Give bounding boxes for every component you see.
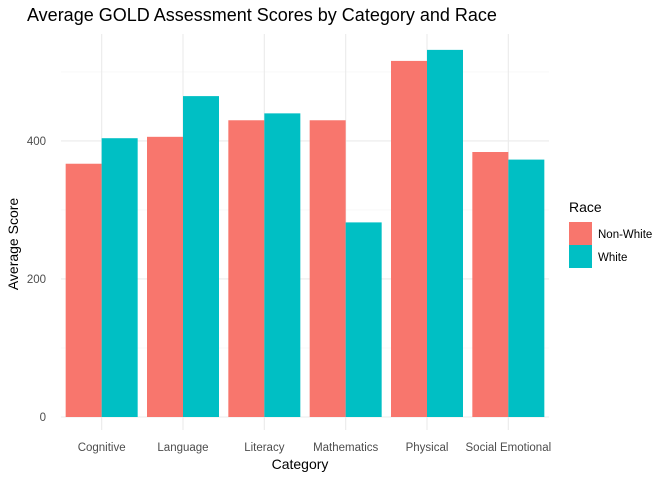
bar-white-social-emotional [508, 159, 545, 418]
x-tick-label: Language [157, 442, 208, 454]
x-tick-label: Cognitive [78, 442, 126, 454]
bar-non-white-social-emotional [472, 152, 509, 417]
legend-swatch-white [569, 245, 592, 268]
bar-non-white-literacy [228, 120, 265, 417]
x-axis-title: Category [272, 456, 329, 472]
y-tick-label: 0 [40, 412, 46, 424]
legend-swatch-non-white [569, 222, 592, 245]
y-axis-title: Average Score [5, 198, 21, 291]
bar-non-white-physical [391, 60, 427, 417]
chart-title: Average GOLD Assessment Scores by Catego… [27, 5, 497, 25]
bar-white-mathematics [345, 222, 382, 417]
bar-white-cognitive [101, 138, 138, 417]
y-tick-label: 200 [27, 274, 46, 286]
x-axis-ticks: Cognitive Language Literacy Mathematics Phys… [78, 442, 551, 454]
legend-label-non-white: Non-White [598, 229, 652, 241]
bar-non-white-language [147, 136, 183, 417]
x-tick-label: Mathematics [313, 442, 378, 454]
bar-non-white-cognitive [65, 163, 102, 417]
legend: Race Non-White White [569, 199, 652, 268]
bar-white-language [183, 96, 219, 418]
bar-white-physical [427, 49, 463, 417]
x-tick-label: Literacy [244, 442, 285, 454]
x-tick-label: Social Emotional [466, 442, 552, 454]
x-tick-label: Physical [406, 442, 449, 454]
bars-layer [65, 49, 545, 418]
legend-label-white: White [598, 252, 627, 264]
legend-items: Non-White White [569, 222, 652, 268]
bar-white-literacy [264, 113, 301, 418]
legend-title: Race [569, 199, 602, 215]
y-tick-label: 400 [27, 136, 46, 148]
y-axis-ticks: 0 200 400 [27, 136, 46, 424]
bar-non-white-mathematics [309, 120, 346, 417]
